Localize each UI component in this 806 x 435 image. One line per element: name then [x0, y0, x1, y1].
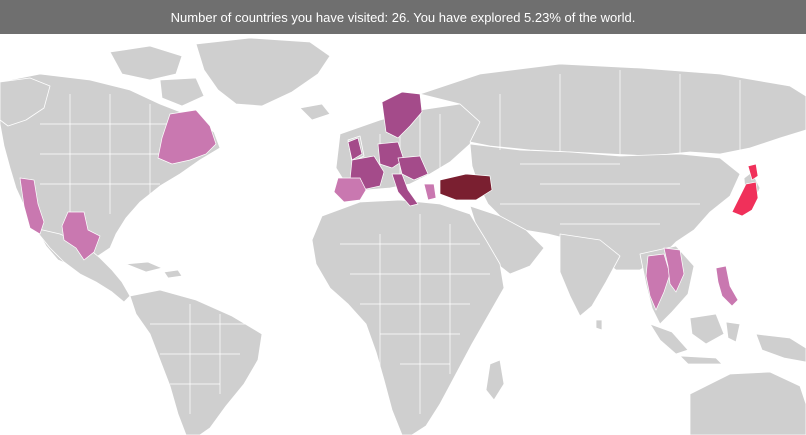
- world-map-svg[interactable]: [0, 34, 806, 435]
- cuba[interactable]: [125, 261, 163, 273]
- hispaniola[interactable]: [163, 269, 183, 279]
- borneo[interactable]: [689, 313, 725, 345]
- sri-lanka[interactable]: [595, 319, 603, 331]
- sumatra[interactable]: [649, 323, 689, 355]
- visited-central-europe[interactable]: [397, 155, 429, 181]
- visited-california[interactable]: [19, 177, 45, 235]
- visited-texas[interactable]: [61, 211, 101, 261]
- arctic-islands[interactable]: [109, 45, 183, 81]
- visited-vietnam-laos[interactable]: [663, 247, 685, 293]
- stats-banner-text: Number of countries you have visited: 26…: [170, 9, 636, 25]
- iceland[interactable]: [299, 103, 331, 121]
- visited-philippines[interactable]: [715, 265, 739, 307]
- visited-thailand[interactable]: [645, 253, 671, 311]
- madagascar[interactable]: [485, 359, 505, 401]
- visited-quebec[interactable]: [157, 109, 217, 165]
- visited-japan[interactable]: [731, 163, 759, 217]
- world-map[interactable]: [0, 34, 806, 435]
- stats-banner: Number of countries you have visited: 26…: [0, 0, 806, 34]
- india[interactable]: [559, 233, 621, 317]
- visited-greece[interactable]: [423, 183, 437, 201]
- australia[interactable]: [689, 371, 806, 435]
- visited-uk-ireland[interactable]: [347, 137, 363, 161]
- alaska[interactable]: [0, 77, 51, 127]
- java[interactable]: [679, 355, 723, 365]
- visited-spain[interactable]: [333, 177, 367, 203]
- africa[interactable]: [311, 199, 505, 435]
- arctic-islands-2[interactable]: [159, 77, 205, 107]
- sulawesi[interactable]: [725, 321, 741, 343]
- visited-turkey[interactable]: [439, 173, 493, 201]
- russia[interactable]: [419, 63, 806, 157]
- south-america[interactable]: [129, 289, 263, 435]
- greenland[interactable]: [195, 37, 331, 107]
- new-guinea[interactable]: [755, 333, 806, 363]
- visited-scandinavia[interactable]: [381, 91, 423, 139]
- visited-germany[interactable]: [377, 141, 405, 169]
